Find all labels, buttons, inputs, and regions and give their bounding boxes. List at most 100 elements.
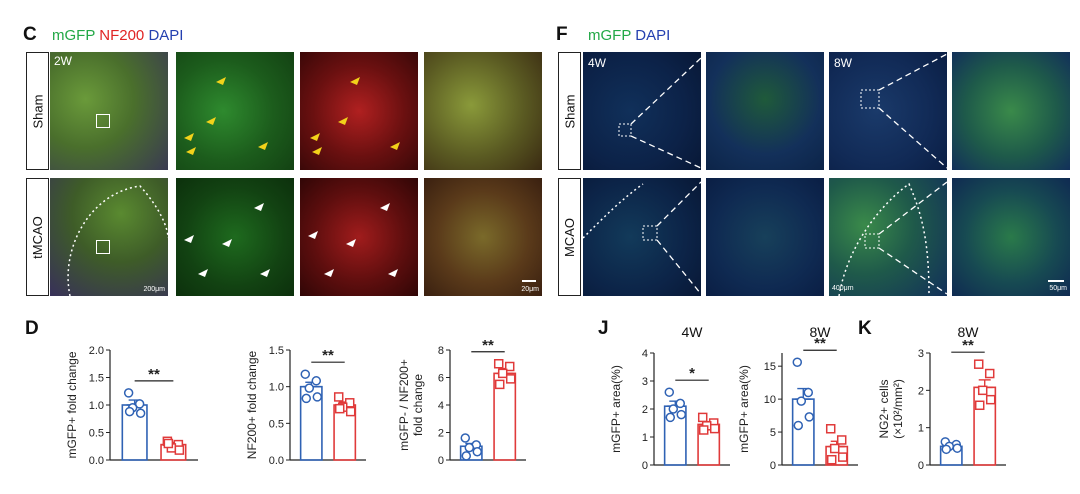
- data-point: [796, 396, 807, 406]
- y-tick-label: 0: [918, 460, 924, 472]
- data-point: [826, 454, 837, 465]
- panel-c-letter: C: [23, 24, 37, 45]
- y-tick-label: 6: [438, 373, 444, 385]
- y-axis-label: NF200+ fold change: [245, 350, 259, 459]
- data-point: [977, 385, 988, 396]
- data-point: [174, 445, 185, 455]
- y-axis-label: mGFP+ area(%): [609, 365, 623, 453]
- micrograph-c-tmcao-nf200: [300, 178, 418, 296]
- data-point: [300, 369, 311, 379]
- data-point: [345, 406, 356, 417]
- data-point: [676, 409, 687, 420]
- channel-label-mgfp: mGFP: [588, 27, 632, 44]
- bar: [973, 386, 997, 466]
- row-label-sham-f: Sham: [558, 52, 581, 170]
- data-point: [471, 440, 482, 450]
- data-point: [709, 423, 720, 434]
- micrograph-c-sham-overview: 2W: [50, 52, 168, 170]
- y-tick-label: 1: [642, 432, 648, 444]
- data-point: [166, 443, 177, 453]
- y-tick-label: 2: [918, 385, 924, 397]
- scalebar: [522, 280, 536, 282]
- y-tick-label: 1.5: [269, 345, 284, 357]
- bar: [121, 404, 148, 461]
- data-point: [985, 394, 996, 405]
- data-point: [464, 442, 475, 453]
- data-point: [472, 447, 483, 457]
- micrograph-f-mcao-4w-zoom: [706, 178, 824, 296]
- panel-d-letter: D: [25, 318, 39, 339]
- bar: [939, 445, 963, 466]
- y-tick-label: 1.0: [89, 400, 104, 412]
- arrow-markers: [184, 77, 268, 155]
- micrograph-c-tmcao-merge: 20μm: [424, 178, 542, 296]
- data-point: [675, 398, 686, 409]
- data-point: [941, 444, 952, 455]
- y-tick-label: 0: [438, 455, 444, 467]
- bar: [493, 372, 517, 461]
- data-point: [460, 433, 471, 443]
- micrograph-f-sham-8w-zoom: [952, 52, 1070, 170]
- data-point: [173, 439, 184, 450]
- chart-title: 8W: [810, 324, 832, 340]
- y-axis-label: NG2+ cells: [877, 379, 891, 438]
- data-point: [135, 408, 146, 418]
- y-tick-label: 0.0: [89, 455, 104, 467]
- scalebar: [1048, 280, 1064, 282]
- panel-j-letter: J: [598, 318, 609, 339]
- channel-label-dapi: DAPI: [148, 27, 184, 44]
- y-tick-label: 3: [642, 376, 648, 388]
- y-tick-label: 2.0: [89, 345, 104, 357]
- arrow-markers: [310, 77, 400, 155]
- data-point: [804, 412, 815, 422]
- data-point: [497, 368, 508, 379]
- significance-label: **: [322, 347, 334, 364]
- zoom-box: [583, 181, 701, 295]
- data-point: [836, 435, 847, 445]
- data-point: [304, 383, 315, 393]
- y-tick-label: 0.5: [89, 428, 104, 440]
- y-axis-label: mGFP- / NF200+: [397, 359, 411, 451]
- data-point: [951, 439, 962, 450]
- data-point: [984, 368, 995, 379]
- y-tick-label: 10: [764, 394, 776, 406]
- row-label-mcao: MCAO: [558, 178, 581, 296]
- data-point: [837, 452, 848, 462]
- data-point: [301, 393, 312, 404]
- panel-c-header: mGFP NF200 DAPI: [52, 27, 183, 44]
- data-point: [952, 443, 963, 453]
- y-tick-label: 4: [642, 348, 648, 360]
- time-label-8w: 8W: [834, 56, 852, 70]
- micrograph-f-sham-4w-overview: 4W: [583, 52, 701, 170]
- data-point: [461, 451, 472, 461]
- y-tick-label: 1.5: [89, 373, 104, 385]
- lesion-outline: [67, 185, 168, 296]
- data-point: [793, 420, 804, 431]
- y-tick-label: 5: [770, 427, 776, 439]
- y-tick-label: 1: [918, 423, 924, 435]
- data-point: [698, 425, 709, 435]
- arrow-markers: [184, 203, 270, 277]
- y-tick-label: 3: [918, 348, 924, 360]
- data-point: [792, 357, 803, 367]
- micrograph-c-tmcao-overview: 200μm: [50, 178, 168, 296]
- data-point: [504, 361, 515, 372]
- chart-title: 8W: [958, 324, 980, 340]
- y-tick-label: 0: [770, 460, 776, 472]
- micrograph-f-sham-4w-zoom: [706, 52, 824, 170]
- y-axis-label-line2: (×10²/mm²): [891, 379, 905, 439]
- scalebar-label-50um: 50μm: [1049, 285, 1067, 292]
- scalebar-label-400um: 400μm: [832, 285, 854, 292]
- data-point: [163, 438, 174, 449]
- data-point: [124, 406, 135, 417]
- data-point: [494, 379, 505, 390]
- micrograph-c-sham-mgfp: [176, 52, 294, 170]
- micrograph-f-sham-8w-overview: 8W: [829, 52, 947, 170]
- significance-label: **: [148, 366, 160, 383]
- y-tick-label: 1.0: [269, 382, 284, 394]
- data-point: [697, 412, 708, 423]
- y-tick-label: 0.0: [269, 455, 284, 467]
- data-point: [668, 404, 679, 414]
- y-axis-label: mGFP+ fold change: [65, 351, 79, 458]
- data-point: [803, 387, 814, 398]
